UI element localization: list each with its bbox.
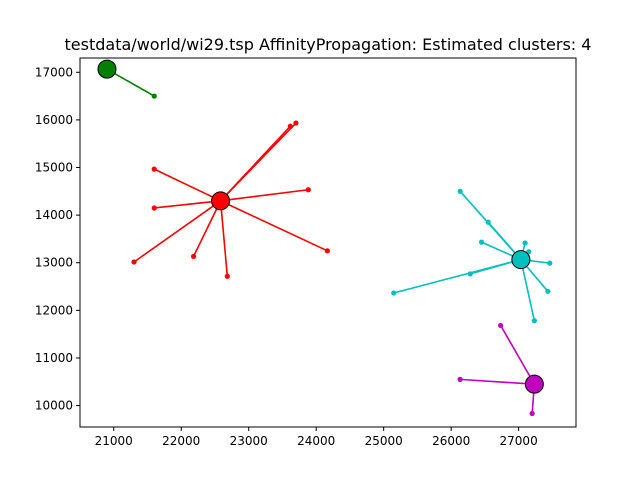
axes: 21000 22000 23000 24000 25000 26000 27000 10000… — [35, 65, 538, 448]
cluster-1-point-0 — [287, 123, 293, 129]
x-tick-label-0: 21000 — [95, 434, 133, 448]
cluster-2-point-4 — [391, 290, 397, 296]
cluster-3-link-0 — [499, 325, 536, 385]
cluster-2-link-4 — [393, 258, 522, 294]
cluster-1-point-2 — [151, 166, 157, 172]
y-tick-label-7: 17000 — [35, 65, 73, 79]
cluster-3-center — [524, 374, 544, 394]
cluster-1-point-4 — [305, 187, 311, 193]
cluster-2-point-7 — [547, 260, 553, 266]
x-tick-label-1: 22000 — [162, 434, 200, 448]
cluster-2-center — [511, 250, 531, 270]
plot-area — [97, 59, 553, 417]
cluster-1-point-6 — [131, 259, 137, 265]
y-tick-label-6: 16000 — [35, 113, 73, 127]
y-tick-label-5: 15000 — [35, 161, 73, 175]
cluster-1-point-1 — [293, 120, 299, 126]
cluster-2-point-5 — [522, 240, 528, 246]
cluster-2-point-8 — [545, 288, 551, 294]
cluster-2-point-0 — [457, 188, 463, 194]
cluster-0-center — [97, 59, 117, 79]
x-tick-label-4: 25000 — [365, 434, 403, 448]
cluster-1-link-8 — [219, 200, 229, 277]
cluster-2-point-1 — [485, 219, 491, 225]
y-tick-label-0: 10000 — [35, 399, 73, 413]
cluster-2-point-2 — [478, 239, 485, 245]
cluster-3-link-1 — [460, 378, 535, 385]
y-tick-label-2: 12000 — [35, 303, 73, 317]
y-tick-label-4: 14000 — [35, 208, 73, 222]
cluster-1-point-8 — [224, 273, 230, 279]
cluster-1-point-5 — [324, 248, 330, 254]
cluster-1-link-3 — [154, 200, 221, 209]
x-tick-label-3: 24000 — [297, 434, 335, 448]
cluster-2-point-9 — [531, 318, 537, 324]
x-tick-label-6: 27000 — [500, 434, 538, 448]
cluster-1-link-5 — [220, 200, 328, 252]
y-tick-label-3: 13000 — [35, 256, 73, 270]
cluster-1-link-4 — [220, 188, 309, 202]
cluster-1-link-6 — [133, 200, 222, 263]
cluster-3-point-1 — [457, 376, 463, 382]
cluster-3-point-2 — [529, 410, 535, 417]
cluster-1-center — [211, 191, 231, 211]
cluster-2-link-9 — [520, 259, 536, 321]
x-tick-label-5: 26000 — [432, 434, 470, 448]
cluster-2-point-3 — [467, 271, 473, 277]
chart-title: testdata/world/wi29.tsp AffinityPropagat… — [65, 35, 592, 54]
cluster-1-point-7 — [190, 253, 197, 260]
cluster-0-point-0 — [151, 93, 157, 99]
cluster-1-link-2 — [153, 168, 221, 202]
cluster-1-link-1 — [219, 122, 297, 202]
cluster-1-point-3 — [151, 205, 157, 211]
cluster-1-link-7 — [192, 200, 222, 257]
plot-frame — [79, 57, 577, 428]
x-tick-label-2: 23000 — [230, 434, 268, 448]
cluster-3-point-0 — [498, 322, 504, 329]
y-tick-label-1: 11000 — [35, 351, 73, 365]
